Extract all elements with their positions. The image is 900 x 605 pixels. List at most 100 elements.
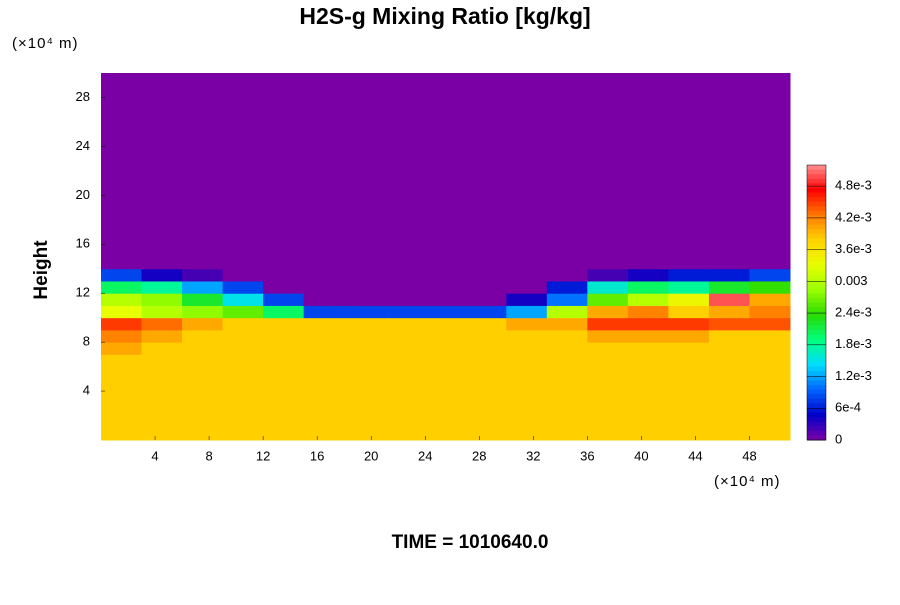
heatmap-cell: [668, 391, 710, 417]
heatmap-cell: [425, 342, 467, 355]
chart-title: H2S-g Mixing Ratio [kg/kg]: [299, 3, 590, 29]
heatmap-cell: [101, 317, 143, 331]
colorbar-swatch: [807, 261, 826, 267]
heatmap-cell: [708, 391, 750, 417]
heatmap-cell: [627, 317, 669, 331]
heatmap-cell: [141, 73, 183, 270]
heatmap-cell: [263, 317, 305, 331]
colorbar-swatch: [807, 316, 826, 322]
heatmap-cell: [384, 366, 426, 392]
colorbar-swatch: [807, 247, 826, 253]
heatmap-cell: [668, 366, 710, 392]
colorbar-swatch: [807, 297, 826, 303]
colorbar-swatch: [807, 339, 826, 345]
colorbar-swatch: [807, 187, 826, 193]
heatmap-cell: [101, 268, 143, 282]
heatmap-cell: [506, 366, 548, 392]
heatmap-cell: [182, 354, 224, 368]
colorbar-swatch: [807, 352, 826, 358]
heatmap-cell: [182, 317, 224, 331]
colorbar-tick-label: 2.4e-3: [835, 305, 872, 320]
heatmap-cell: [465, 280, 507, 294]
colorbar-swatch: [807, 201, 826, 207]
x-tick-label: 32: [526, 448, 540, 463]
heatmap-cell: [546, 366, 588, 392]
heatmap-cell: [101, 366, 143, 392]
heatmap-cell: [303, 366, 345, 392]
colorbar-swatch: [807, 362, 826, 368]
heatmap-cell: [384, 317, 426, 331]
heatmap-cell: [425, 317, 467, 331]
colorbar-swatch: [807, 371, 826, 377]
heatmap-cell: [344, 293, 386, 306]
heatmap-cell: [708, 73, 750, 270]
heatmap-cell: [344, 268, 386, 282]
heatmap-cell: [465, 354, 507, 368]
heatmap-cell: [708, 293, 750, 306]
heatmap-cell: [708, 268, 750, 282]
heatmap-cell: [141, 354, 183, 368]
colorbar-swatch: [807, 311, 826, 317]
heatmap-cell: [668, 305, 710, 319]
colorbar-swatch: [807, 165, 826, 171]
heatmap-cell: [627, 342, 669, 355]
heatmap-cell: [101, 280, 143, 294]
colorbar-swatch: [807, 178, 826, 184]
heatmap-cell: [141, 280, 183, 294]
heatmap-cell: [627, 329, 669, 343]
heatmap-cell: [263, 329, 305, 343]
colorbar-swatch: [807, 224, 826, 230]
colorbar-swatch: [807, 279, 826, 285]
heatmap-cell: [506, 73, 548, 270]
heatmap-cell: [627, 391, 669, 417]
colorbar-swatch: [807, 238, 826, 244]
heatmap-cell: [263, 415, 305, 441]
heatmap-cell: [344, 317, 386, 331]
heatmap-cell: [425, 415, 467, 441]
colorbar-swatch: [807, 293, 826, 299]
colorbar-swatch: [807, 275, 826, 281]
heatmap-cell: [425, 391, 467, 417]
heatmap-cell: [465, 73, 507, 270]
heatmap-cell: [222, 354, 264, 368]
colorbar-swatch: [807, 375, 826, 381]
heatmap-cell: [546, 268, 588, 282]
heatmap-cell: [141, 342, 183, 355]
heatmap-cell: [506, 415, 548, 441]
heatmap-cell: [425, 293, 467, 306]
colorbar-tick-label: 3.6e-3: [835, 241, 872, 256]
colorbar-swatch: [807, 357, 826, 363]
heatmap-cell: [263, 391, 305, 417]
colorbar-swatch: [807, 183, 826, 189]
colorbar-swatch: [807, 252, 826, 258]
heatmap-cell: [303, 280, 345, 294]
heatmap-cell: [668, 293, 710, 306]
heatmap-cell: [425, 268, 467, 282]
colorbar-swatch: [807, 398, 826, 404]
heatmap-cell: [101, 391, 143, 417]
y-tick-label: 20: [76, 187, 90, 202]
heatmap-cell: [668, 329, 710, 343]
heatmap-cell: [263, 354, 305, 368]
colorbar-tick-label: 1.2e-3: [835, 368, 872, 383]
heatmap-cell: [182, 366, 224, 392]
colorbar-swatch: [807, 307, 826, 313]
heatmap-cell: [587, 268, 629, 282]
heatmap-cell: [263, 293, 305, 306]
heatmap-cell: [222, 305, 264, 319]
heatmap-cell: [627, 366, 669, 392]
heatmap-cell: [546, 415, 588, 441]
x-tick-label: 16: [310, 448, 324, 463]
heatmap-cell: [506, 305, 548, 319]
heatmap-cell: [303, 342, 345, 355]
colorbar-swatch: [807, 366, 826, 372]
heatmap-cell: [546, 354, 588, 368]
heatmap-cell: [222, 280, 264, 294]
heatmap-cell: [141, 293, 183, 306]
heatmap-cell: [141, 415, 183, 441]
heatmap-cell: [546, 293, 588, 306]
heatmap-cell: [384, 342, 426, 355]
heatmap-cell: [668, 342, 710, 355]
heatmap-cell: [546, 317, 588, 331]
heatmap-cell: [425, 73, 467, 270]
